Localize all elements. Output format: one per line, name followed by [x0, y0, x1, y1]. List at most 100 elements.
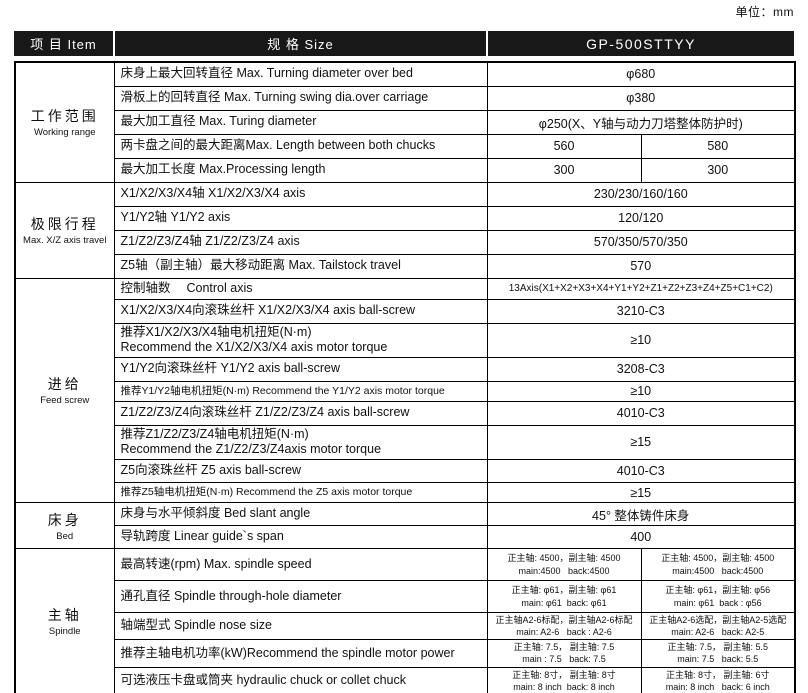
spec-value: 570	[486, 253, 796, 279]
spec-value: ≥15	[486, 424, 796, 461]
spec-value-zh: 正主轴: 4500，副主轴: 4500	[661, 553, 775, 564]
table-row: Z5向滚珠丝杆 Z5 axis ball-screw 4010-C3	[15, 459, 796, 483]
spec-label: Z1/Z2/Z3/Z4向滚珠丝杆 Z1/Z2/Z3/Z4 axis ball-s…	[113, 400, 488, 426]
spec-value-en: main: A2-6 back: A2-5	[671, 627, 765, 638]
spec-label: Y1/Y2轴 Y1/Y2 axis	[113, 205, 488, 231]
spec-value-en: main: A2-6 back : A2-6	[516, 627, 612, 638]
spec-value: φ250(X、Y轴与动力刀塔整体防护时)	[486, 109, 796, 135]
spec-value-zh: 正主轴: 7.5， 副主轴: 7.5	[513, 642, 615, 653]
spec-label: 推荐Z5轴电机扭矩(N·m) Recommend the Z5 axis mot…	[113, 482, 488, 503]
category-label-zh: 进给	[47, 376, 82, 393]
spec-table-body: 工作范围 Working range 床身上最大回转直径 Max. Turning …	[14, 61, 796, 693]
spec-value: 570/350/570/350	[486, 229, 796, 255]
spec-value-dual: 正主轴: φ61，副主轴: φ61 main: φ61 back: φ61	[486, 580, 642, 613]
spec-label: 最大加工直径 Max. Turing diameter	[113, 109, 488, 135]
spec-value-zh: 正主轴: 7.5， 副主轴: 5.5	[667, 642, 769, 653]
spec-label: Z5向滚珠丝杆 Z5 axis ball-screw	[113, 459, 488, 483]
spec-value-dual: 正主轴: 4500，副主轴: 4500 main:4500 back:4500	[486, 548, 642, 581]
spec-value: 300	[486, 157, 642, 183]
spec-value: 3210-C3	[486, 298, 796, 324]
spec-label-line1: 推荐Z1/Z2/Z3/Z4轴电机扭矩(N·m)	[120, 426, 309, 441]
category-label-en: Spindle	[48, 626, 81, 638]
spec-label: 滑板上的回转直径 Max. Turning swing dia.over car…	[113, 85, 488, 111]
category-cell: 极限行程 Max. X/Z axis travel	[14, 181, 115, 279]
category-label-zh: 床身	[47, 511, 82, 528]
category-cell: 进给 Feed screw	[14, 277, 115, 503]
category-cell: 床身 Bed	[14, 502, 115, 549]
spec-value: 4010-C3	[486, 459, 796, 483]
spec-value: 560	[486, 133, 642, 159]
spec-label: 轴端型式 Spindle nose size	[113, 611, 488, 641]
spec-value-en: main : 7.5 back: 7.5	[522, 654, 606, 665]
spec-value-en: main: φ61 back: φ61	[521, 597, 607, 608]
table-row: 推荐Z1/Z2/Z3/Z4轴电机扭矩(N·m) Recommend the Z1/…	[15, 424, 796, 461]
table-row: Z1/Z2/Z3/Z4向滚珠丝杆 Z1/Z2/Z3/Z4 axis ball-s…	[15, 400, 796, 426]
category-label-en: Working range	[33, 127, 96, 139]
table-row: X1/X2/X3/X4向滚珠丝杆 X1/X2/X3/X4 axis ball-s…	[15, 298, 796, 324]
spec-value-dual: 正主轴: 7.5， 副主轴: 7.5 main : 7.5 back: 7.5	[486, 639, 642, 668]
category-label-en: Bed	[56, 530, 74, 542]
table-row: Z1/Z2/Z3/Z4轴 Z1/Z2/Z3/Z4 axis 570/350/570…	[15, 229, 796, 255]
spec-label: 控制轴数 Control axis	[113, 277, 488, 300]
spec-value-en: main: 8 inch back: 8 inch	[513, 681, 615, 692]
category-label-zh: 工作范围	[30, 108, 99, 125]
header-item: 项 目 Item	[14, 31, 113, 56]
spec-label: 最大加工长度 Max.Processing length	[113, 157, 488, 183]
spec-value-zh: 正主轴A2-6标配，副主轴A2-6标配	[495, 615, 633, 625]
spec-label: Z5轴（副主轴）最大移动距离 Max. Tailstock travel	[113, 253, 488, 279]
table-row: 推荐主轴电机功率(kW)Recommend the spindle motor …	[15, 639, 796, 668]
category-label-en: Max. X/Z axis travel	[23, 235, 107, 246]
spec-value-zh: 正主轴: 8寸， 副主轴: 6寸	[665, 669, 770, 680]
table-row: 通孔直径 Spindle through-hole diameter 正主轴: φ…	[15, 580, 796, 613]
spec-label: 推荐Y1/Y2轴电机扭矩(N·m) Recommend the Y1/Y2 ax…	[113, 380, 488, 402]
table-row: 滑板上的回转直径 Max. Turning swing dia.over car…	[15, 85, 796, 111]
table-row: 极限行程 Max. X/Z axis travel X1/X2/X3/X4轴 X1/…	[14, 181, 796, 279]
spec-label: 推荐X1/X2/X3/X4轴电机扭矩(N·m) Recommend the X1/…	[113, 322, 488, 358]
spec-value-zh: 正主轴A2-6选配，副主轴A2-5选配	[649, 615, 787, 625]
spec-label: 可选液压卡盘或筒夹 hydraulic chuck or collet chuc…	[113, 666, 488, 693]
spec-label: 推荐主轴电机功率(kW)Recommend the spindle motor …	[113, 639, 488, 668]
table-row: Y1/Y2轴 Y1/Y2 axis 120/120	[15, 205, 796, 231]
spec-value-en: main:4500 back:4500	[672, 565, 764, 576]
spec-label: 两卡盘之间的最大距离Max. Length between both chuck…	[113, 133, 488, 159]
spec-value-dual: 正主轴: φ61，副主轴: φ56 main: φ61 back : φ56	[640, 580, 796, 613]
spec-value: ≥10	[486, 322, 796, 358]
category-label-en: Feed screw	[40, 395, 90, 407]
spec-value-zh: 正主轴: 4500，副主轴: 4500	[507, 553, 621, 564]
table-row: 两卡盘之间的最大距离Max. Length between both chuck…	[15, 133, 796, 159]
spec-table: 工作范围 Working range 床身上最大回转直径 Max. Turning …	[14, 61, 796, 693]
spec-label: 床身上最大回转直径 Max. Turning diameter over bed	[113, 61, 488, 87]
table-row: 主轴 Spindle 最高转速(rpm) Max. spindle speed 正主轴…	[14, 547, 796, 693]
spec-value-en: main: 8 inch back: 6 inch	[665, 681, 770, 692]
spec-label-line2: Recommend the Z1/Z2/Z3/Z4axis motor torq…	[120, 442, 382, 457]
unit-label: 单位：mm	[735, 5, 794, 19]
spec-value: 580	[640, 133, 796, 159]
spec-value: 230/230/160/160	[486, 181, 796, 207]
table-row: 最大加工直径 Max. Turing diameter φ250(X、Y轴与动力刀…	[15, 109, 796, 135]
table-row: 最大加工长度 Max.Processing length 300 300	[15, 157, 796, 183]
table-row: 推荐Y1/Y2轴电机扭矩(N·m) Recommend the Y1/Y2 ax…	[15, 380, 796, 402]
spec-value-dual: 正主轴: 8寸， 副主轴: 8寸 main: 8 inch back: 8 inc…	[486, 666, 642, 693]
table-row: 工作范围 Working range 床身上最大回转直径 Max. Turning …	[14, 61, 796, 183]
spec-value: 13Axis(X1+X2+X3+X4+Y1+Y2+Z1+Z2+Z3+Z4+Z5+…	[486, 277, 796, 300]
table-row: 推荐Z5轴电机扭矩(N·m) Recommend the Z5 axis mot…	[15, 482, 796, 503]
spec-label: X1/X2/X3/X4向滚珠丝杆 X1/X2/X3/X4 axis ball-s…	[113, 298, 488, 324]
spec-value-en: main:4500 back:4500	[518, 565, 610, 576]
spec-value-dual: 正主轴: 4500，副主轴: 4500 main:4500 back:4500	[640, 548, 796, 581]
table-row: 进给 Feed screw 控制轴数 Control axis 13Axis(X1+X…	[14, 277, 796, 503]
spec-value: φ380	[486, 85, 796, 111]
table-row: 轴端型式 Spindle nose size 正主轴A2-6标配，副主轴A2-6标…	[15, 611, 796, 641]
spec-value: 120/120	[486, 205, 796, 231]
category-cell: 主轴 Spindle	[14, 547, 115, 693]
spec-value-dual: 正主轴: 8寸， 副主轴: 6寸 main: 8 inch back: 6 inc…	[640, 666, 796, 693]
header-model: GP-500STTYY	[488, 31, 794, 56]
header-size: 规 格 Size	[115, 31, 486, 56]
spec-value: 4010-C3	[486, 400, 796, 426]
table-header-bar: 项 目 Item 规 格 Size GP-500STTYY	[14, 31, 794, 56]
table-row: 可选液压卡盘或筒夹 hydraulic chuck or collet chuc…	[15, 666, 796, 693]
spec-label: 最高转速(rpm) Max. spindle speed	[113, 548, 488, 581]
table-row: Z5轴（副主轴）最大移动距离 Max. Tailstock travel 570	[15, 253, 796, 279]
spec-label-line2: Recommend the X1/X2/X3/X4 axis motor tor…	[120, 340, 388, 355]
category-cell: 工作范围 Working range	[14, 61, 115, 183]
